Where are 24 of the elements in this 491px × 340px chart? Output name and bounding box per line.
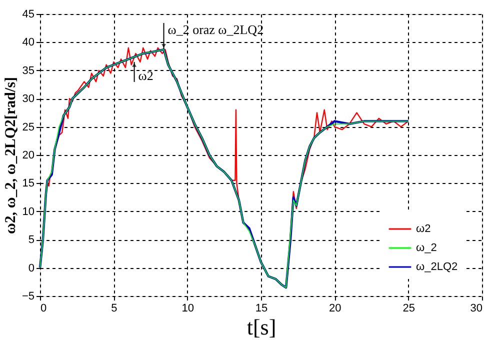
- y-tick-label: 30: [22, 93, 34, 106]
- y-tick-label: 15: [22, 178, 34, 190]
- y-tick-label: −5: [22, 290, 34, 302]
- x-tick-label: 20: [329, 302, 342, 314]
- y-tick-label: 20: [22, 150, 34, 162]
- annotation: ω2: [138, 68, 154, 83]
- legend-label: ω_2: [416, 242, 437, 254]
- legend-label: ω_2LQ2: [416, 261, 458, 273]
- y-axis-title: ω2, ω_2, ω_2LQ2[rad/s]: [2, 76, 19, 234]
- y-tick-label: 35: [22, 64, 34, 77]
- legend-label: ω2: [416, 223, 431, 235]
- y-tick-label: 5: [28, 234, 34, 246]
- x-tick-label: 0: [40, 302, 47, 314]
- x-tick-label: 10: [182, 302, 194, 314]
- y-tick-label: 40: [22, 36, 34, 49]
- x-tick-label: 30: [470, 302, 482, 314]
- y-tick-label: 45: [22, 8, 34, 20]
- x-axis-title: t[s]: [246, 314, 276, 340]
- x-tick-label: 15: [255, 302, 268, 314]
- y-tick-label: 25: [22, 121, 34, 134]
- y-tick-label: 10: [22, 206, 34, 218]
- x-tick-label: 25: [402, 302, 415, 314]
- x-tick-label: 5: [111, 302, 118, 314]
- y-tick-label: 0: [28, 262, 34, 274]
